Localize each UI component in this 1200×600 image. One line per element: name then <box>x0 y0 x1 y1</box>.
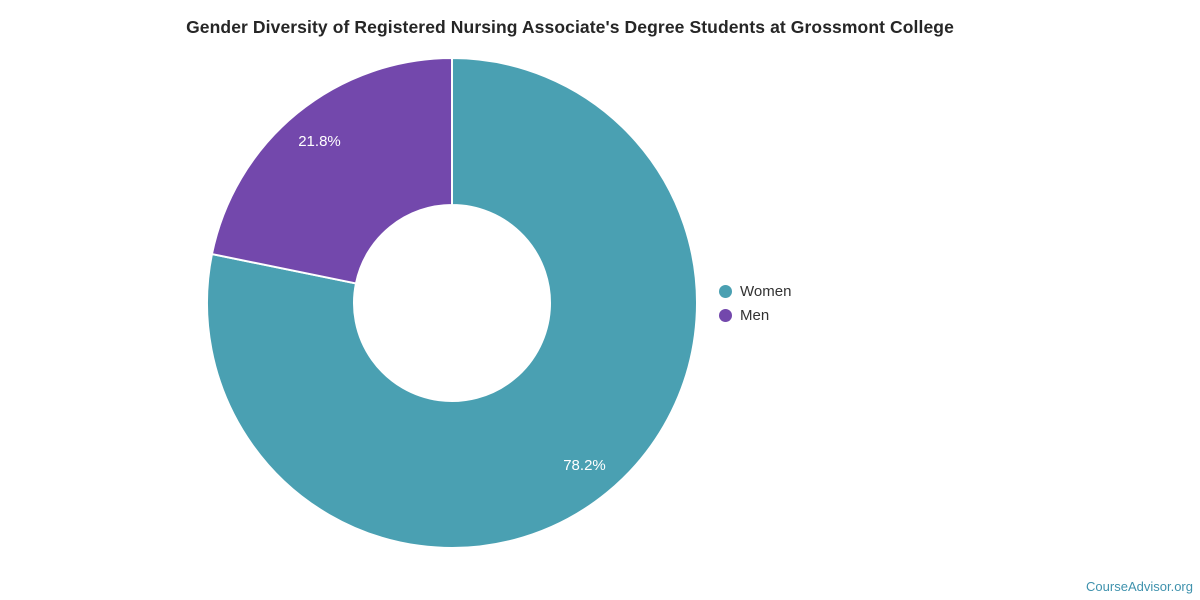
legend: Women Men <box>719 279 791 327</box>
brand-link[interactable]: CourseAdvisor.org <box>1086 579 1193 594</box>
slice-label-men: 21.8% <box>298 133 341 150</box>
legend-marker-icon <box>719 308 732 322</box>
legend-label: Women <box>740 282 792 300</box>
legend-label: Men <box>740 306 770 324</box>
pie-slice-women[interactable] <box>206 57 698 549</box>
legend-item-men[interactable]: Men <box>719 303 791 327</box>
slice-label-women: 78.2% <box>563 457 606 474</box>
legend-item-women[interactable]: Women <box>719 279 791 303</box>
legend-marker-icon <box>719 284 732 298</box>
pie-slice-men[interactable] <box>210 57 453 285</box>
chart-title: Gender Diversity of Registered Nursing A… <box>186 17 954 37</box>
